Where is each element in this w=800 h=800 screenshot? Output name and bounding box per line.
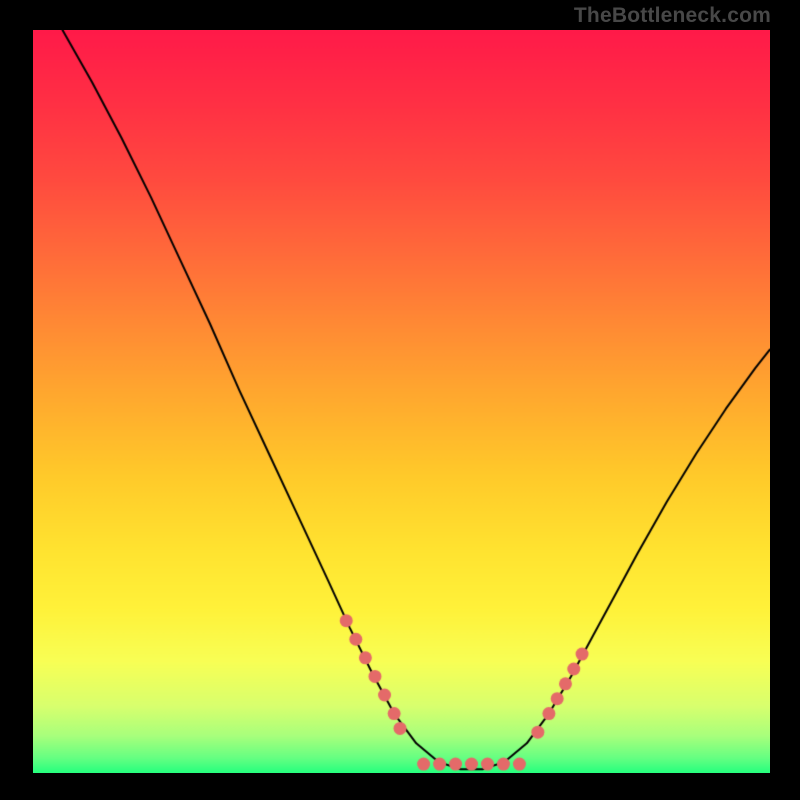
watermark-label: TheBottleneck.com <box>574 4 771 28</box>
bottleneck-curve <box>33 30 770 773</box>
plot-area <box>33 30 770 773</box>
